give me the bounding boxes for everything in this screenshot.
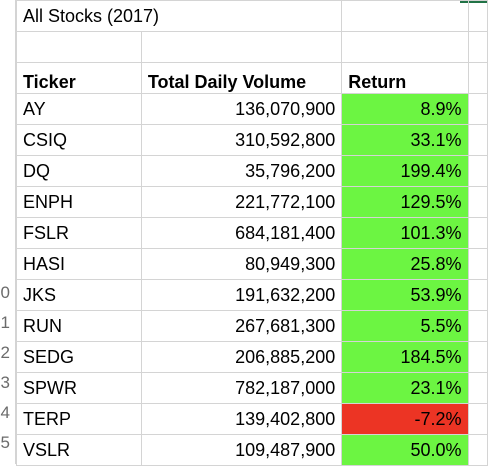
empty-cell[interactable] [140,31,343,63]
table-row: HASI 80,949,300 25.8% [16,248,488,280]
return-cell[interactable]: 8.9% [341,93,469,125]
row-number[interactable]: 1 [0,313,10,332]
volume-cell[interactable]: 206,885,200 [140,341,343,373]
table-row: ENPH 221,772,100 129.5% [16,186,488,218]
table-row: JKS 191,632,200 53.9% [16,279,488,311]
header-row: Ticker Total Daily Volume Return [16,62,488,94]
row-header-gutter: 0 1 2 3 4 5 [0,0,16,464]
ticker-cell[interactable]: ENPH [16,186,142,218]
empty-cell[interactable] [467,434,488,466]
table-row: SPWR 782,187,000 23.1% [16,372,488,404]
empty-cell[interactable] [16,31,142,63]
table-row: DQ 35,796,200 199.4% [16,155,488,187]
empty-cell[interactable] [467,93,488,125]
sheet-title-cell[interactable]: All Stocks (2017) [15,0,343,32]
empty-cell[interactable] [467,31,488,63]
empty-cell[interactable] [467,217,488,249]
return-cell[interactable]: -7.2% [341,403,469,435]
empty-cell[interactable] [467,124,488,156]
volume-cell[interactable]: 782,187,000 [140,372,343,404]
volume-cell[interactable]: 80,949,300 [140,248,343,280]
row-number[interactable]: 5 [0,433,10,452]
empty-cell[interactable] [467,403,488,435]
return-cell[interactable]: 33.1% [341,124,469,156]
ticker-cell[interactable]: TERP [16,403,142,435]
return-cell[interactable]: 50.0% [341,434,469,466]
return-cell[interactable]: 129.5% [341,186,469,218]
table-row: VSLR 109,487,900 50.0% [16,434,488,466]
empty-cell[interactable] [467,155,488,187]
return-header[interactable]: Return [341,62,469,94]
table-row: FSLR 684,181,400 101.3% [16,217,488,249]
row-number[interactable]: 3 [0,373,10,392]
empty-cell[interactable] [467,279,488,311]
row-number[interactable]: 4 [0,403,10,422]
ticker-cell[interactable]: VSLR [16,434,142,466]
empty-cell[interactable] [467,372,488,404]
ticker-cell[interactable]: DQ [16,155,142,187]
row-number[interactable]: 0 [0,283,10,302]
return-cell[interactable]: 199.4% [341,155,469,187]
return-cell[interactable]: 53.9% [341,279,469,311]
volume-cell[interactable]: 221,772,100 [140,186,343,218]
stocks-table: All Stocks (2017) Ticker Total Daily Vol… [15,0,488,466]
ticker-cell[interactable]: RUN [16,310,142,342]
table-row: CSIQ 310,592,800 33.1% [16,124,488,156]
ticker-cell[interactable]: AY [16,93,142,125]
ticker-cell[interactable]: HASI [16,248,142,280]
ticker-cell[interactable]: SEDG [16,341,142,373]
ticker-cell[interactable]: SPWR [16,372,142,404]
row-number[interactable]: 2 [0,343,10,362]
return-cell[interactable]: 184.5% [341,341,469,373]
volume-cell[interactable]: 191,632,200 [140,279,343,311]
return-cell[interactable]: 5.5% [341,310,469,342]
ticker-cell[interactable]: CSIQ [16,124,142,156]
blank-row [16,31,488,63]
volume-cell[interactable]: 684,181,400 [140,217,343,249]
table-row: TERP 139,402,800 -7.2% [16,403,488,435]
volume-cell[interactable]: 109,487,900 [140,434,343,466]
volume-cell[interactable]: 139,402,800 [140,403,343,435]
empty-cell[interactable] [467,310,488,342]
empty-cell[interactable] [341,31,469,63]
volume-cell[interactable]: 310,592,800 [140,124,343,156]
return-cell[interactable]: 23.1% [341,372,469,404]
table-row: AY 136,070,900 8.9% [16,93,488,125]
empty-cell[interactable] [467,248,488,280]
ticker-cell[interactable]: FSLR [16,217,142,249]
empty-cell[interactable] [467,186,488,218]
empty-cell[interactable] [467,0,488,32]
table-body: AY 136,070,900 8.9% CSIQ 310,592,800 33.1% DQ 3… [16,93,488,466]
empty-cell[interactable] [467,341,488,373]
title-row: All Stocks (2017) [15,0,488,32]
ticker-header[interactable]: Ticker [16,62,142,94]
return-cell[interactable]: 25.8% [341,248,469,280]
empty-cell[interactable] [467,62,488,94]
ticker-cell[interactable]: JKS [16,279,142,311]
table-row: SEDG 206,885,200 184.5% [16,341,488,373]
volume-cell[interactable]: 35,796,200 [140,155,343,187]
volume-cell[interactable]: 136,070,900 [140,93,343,125]
return-cell[interactable]: 101.3% [341,217,469,249]
volume-header[interactable]: Total Daily Volume [140,62,343,94]
empty-cell[interactable] [341,0,469,32]
volume-cell[interactable]: 267,681,300 [140,310,343,342]
table-row: RUN 267,681,300 5.5% [16,310,488,342]
